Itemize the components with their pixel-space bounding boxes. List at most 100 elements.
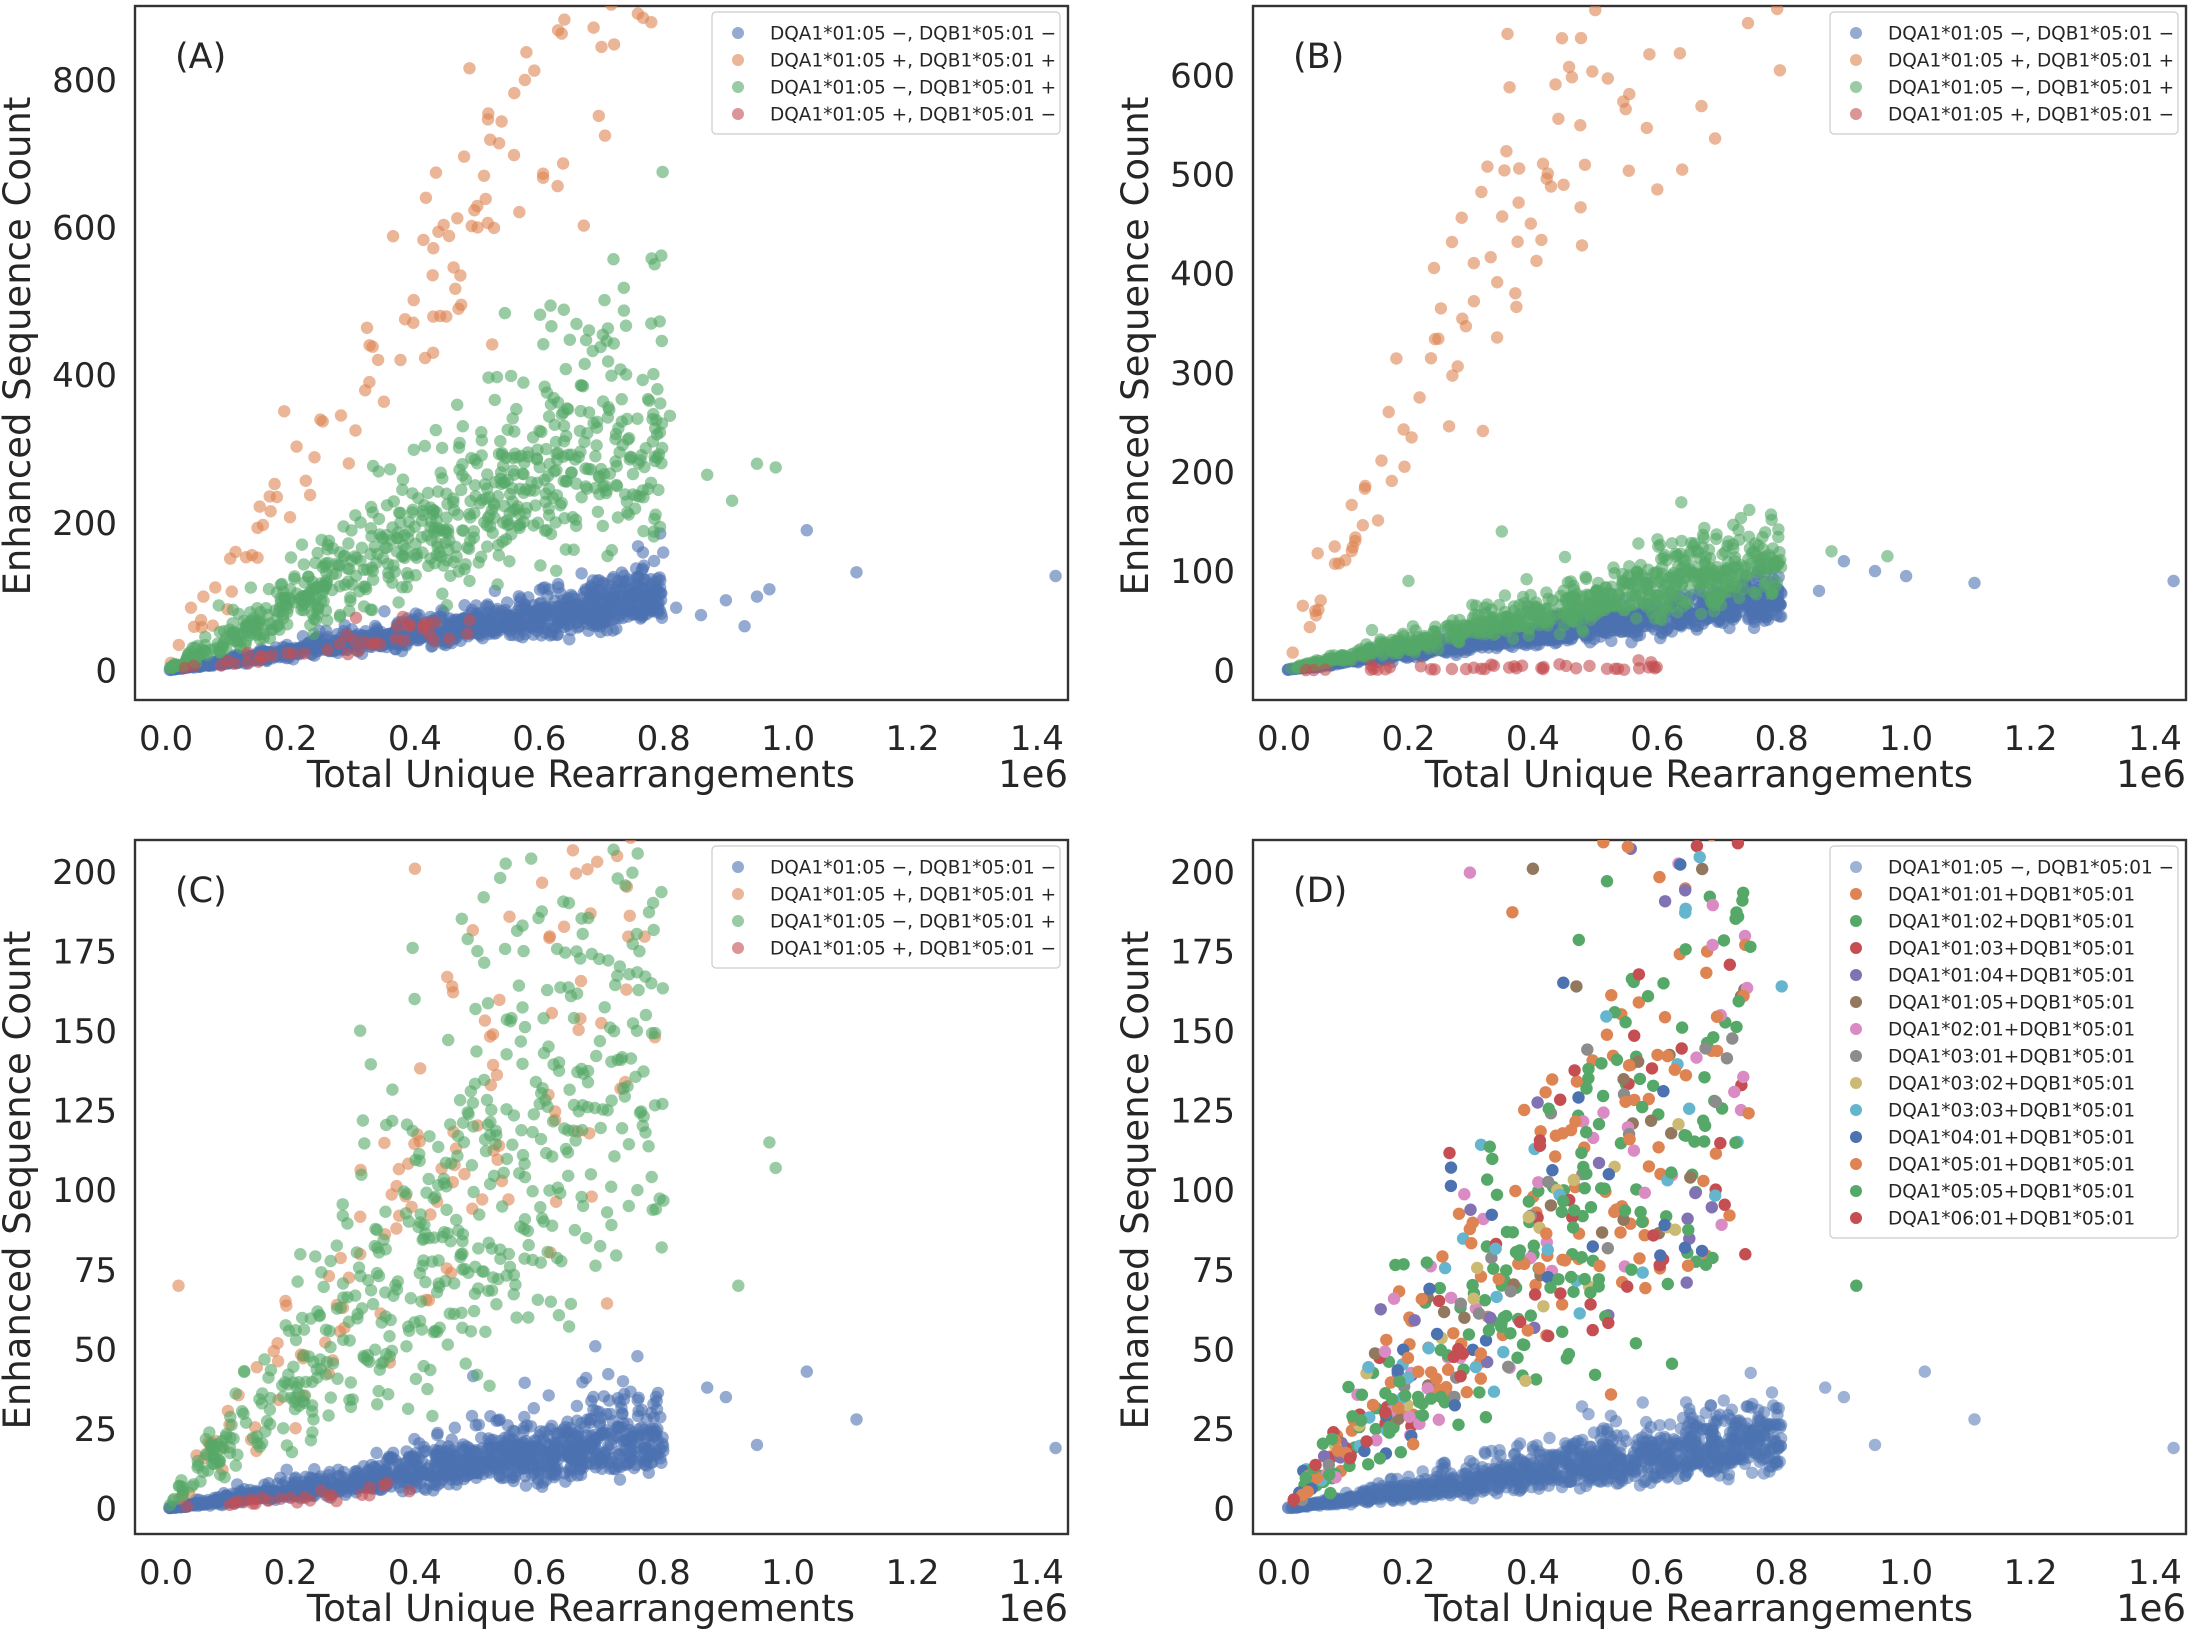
data-point: [528, 484, 541, 497]
legend-entry: DQA1*01:05 −, DQB1*05:01 −: [1888, 24, 2174, 45]
data-point: [1475, 185, 1488, 199]
data-point: [602, 1394, 616, 1407]
data-point: [458, 599, 471, 612]
data-point: [443, 632, 456, 645]
data-point: [1654, 631, 1667, 645]
data-point: [1428, 625, 1441, 638]
data-point: [1629, 589, 1643, 602]
data-point: [1491, 276, 1504, 289]
series-1: [164, 0, 658, 669]
data-point: [589, 481, 602, 495]
data-point: [1552, 112, 1565, 126]
data-point: [428, 521, 442, 535]
x-axis-title: Total Unique Rearrangements: [1424, 753, 1973, 796]
data-point: [549, 516, 562, 529]
data-point: [1743, 503, 1756, 517]
data-point: [278, 405, 291, 418]
data-point: [452, 302, 465, 315]
data-point: [462, 542, 476, 555]
data-point: [435, 441, 449, 455]
series-3: [178, 610, 476, 675]
data-point: [1645, 606, 1659, 619]
data-point: [573, 424, 587, 438]
data-point: [601, 549, 614, 563]
data-point: [590, 415, 604, 428]
data-point: [1578, 158, 1592, 171]
data-point: [492, 549, 505, 562]
data-point: [1553, 658, 1566, 671]
plot-frame: [133, 838, 1070, 1536]
data-point: [391, 619, 404, 633]
data-point: [1511, 235, 1524, 248]
data-point: [1339, 554, 1352, 567]
data-point: [463, 614, 476, 627]
data-point: [263, 490, 276, 503]
data-point: [329, 567, 343, 580]
data-point: [596, 519, 609, 533]
data-point: [1753, 555, 1767, 569]
data-point: [527, 519, 540, 532]
data-point: [1696, 528, 1710, 542]
legend-entry: DQA1*01:05 −, DQB1*05:01 +: [770, 78, 1056, 99]
data-point: [1328, 540, 1341, 553]
data-point: [1406, 620, 1420, 633]
data-point: [225, 585, 238, 598]
data-point: [468, 453, 482, 466]
data-point: [1397, 423, 1410, 436]
data-point: [1668, 617, 1681, 630]
legend-marker: [732, 54, 744, 66]
data-point: [1665, 569, 1678, 582]
data-point: [595, 40, 608, 54]
series-2: [163, 165, 782, 675]
data-point: [1382, 405, 1395, 419]
data-point: [556, 157, 570, 170]
data-point: [486, 338, 499, 351]
data-point: [1773, 599, 1786, 612]
data-point: [329, 557, 343, 571]
data-point: [322, 534, 336, 547]
data-point: [429, 166, 443, 179]
data-point: [578, 435, 591, 449]
data-point: [181, 651, 194, 664]
data-point: [366, 506, 379, 519]
data-point: [1549, 78, 1562, 91]
data-point: [1498, 589, 1512, 602]
data-point: [426, 269, 439, 282]
scatter-points: [163, 840, 1062, 1515]
y-tick-label: 400: [1170, 255, 1235, 295]
data-point: [582, 324, 596, 337]
data-point: [491, 490, 505, 503]
data-point: [610, 479, 624, 493]
data-point: [663, 409, 677, 422]
data-point: [1535, 233, 1548, 247]
data-point: [241, 646, 254, 659]
data-point: [647, 1397, 660, 1411]
data-point: [800, 524, 813, 537]
scatter-points: [163, 0, 1062, 677]
data-point: [1706, 591, 1719, 604]
data-point: [468, 479, 482, 492]
data-point: [1356, 519, 1370, 532]
data-point: [559, 362, 572, 376]
data-point: [597, 0, 609, 1]
data-point: [481, 468, 494, 481]
data-point: [1389, 641, 1402, 654]
data-point: [426, 346, 440, 359]
data-point: [1476, 424, 1490, 438]
data-point: [439, 525, 452, 539]
data-point: [344, 594, 357, 607]
legend-entry: DQA1*01:05 +, DQB1*05:01 −: [1888, 105, 2174, 126]
data-point: [586, 610, 600, 624]
data-point: [641, 392, 655, 406]
data-point: [212, 599, 225, 612]
data-point: [187, 620, 201, 633]
data-point: [1345, 498, 1358, 512]
data-point: [1577, 625, 1590, 639]
data-point: [630, 580, 643, 593]
data-point: [601, 411, 614, 424]
data-point: [396, 483, 409, 496]
data-point: [165, 661, 178, 675]
data-point: [602, 1367, 615, 1381]
data-point: [381, 557, 395, 571]
data-point: [1427, 261, 1441, 275]
